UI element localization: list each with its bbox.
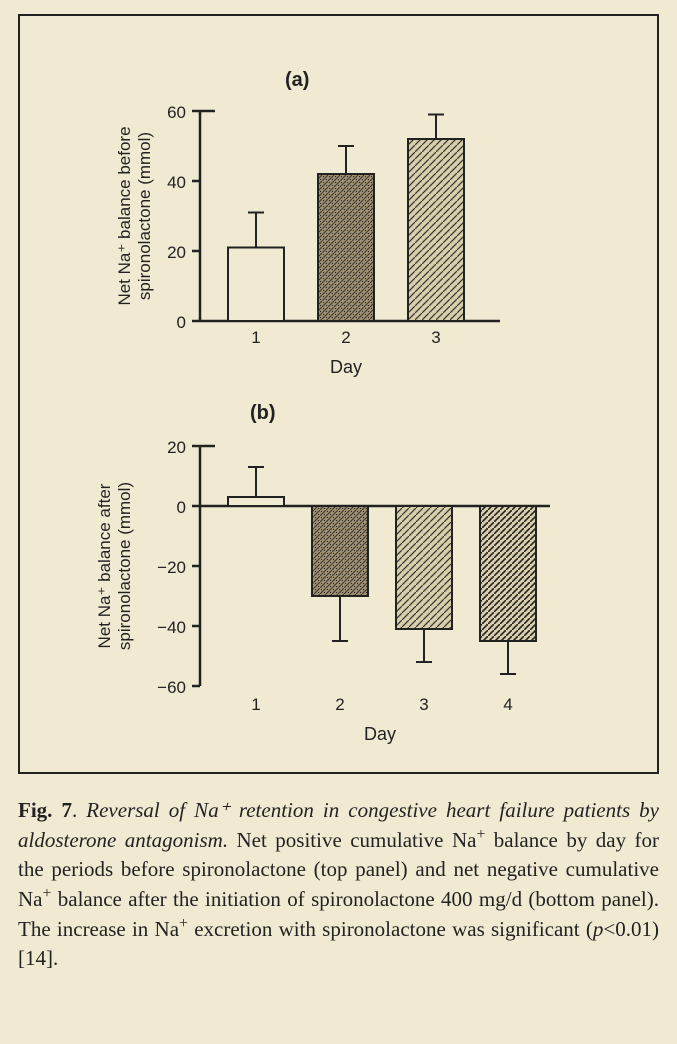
panel-b: (b) 20 0 −20 −40 −60	[80, 396, 640, 756]
bar-b-1	[228, 497, 284, 506]
bar-a-1	[228, 248, 284, 322]
xtick-a-1: 1	[251, 328, 260, 347]
bar-b-3	[396, 506, 452, 629]
ytick-a-20: 20	[167, 243, 186, 262]
bar-b-2	[312, 506, 368, 596]
ytick-a-40: 40	[167, 173, 186, 192]
ylabel-b-2: spironolactone (mmol)	[115, 482, 134, 650]
bar-b-4	[480, 506, 536, 641]
ytick-b-n60: −60	[157, 678, 186, 697]
xtick-b-3: 3	[419, 695, 428, 714]
ytick-b-0: 0	[177, 498, 186, 517]
ylabel-a-1: Net Na⁺ balance before	[115, 126, 134, 305]
ytick-a-60: 60	[167, 103, 186, 122]
panel-b-label: (b)	[250, 402, 276, 424]
bar-a-3	[408, 139, 464, 321]
ytick-a-0: 0	[177, 313, 186, 332]
ylabel-a-2: spironolactone (mmol)	[135, 132, 154, 300]
bar-a-2	[318, 174, 374, 321]
ylabel-b-1: Net Na⁺ balance after	[95, 483, 114, 648]
ytick-b-n20: −20	[157, 558, 186, 577]
xtick-a-2: 2	[341, 328, 350, 347]
panel-a: (a) 0 20 40 60	[100, 61, 620, 391]
xlabel-a: Day	[330, 357, 362, 377]
fig-number: Fig. 7	[18, 798, 72, 822]
xtick-b-4: 4	[503, 695, 512, 714]
figure-frame: (a) 0 20 40 60	[18, 14, 659, 774]
ytick-b-n40: −40	[157, 618, 186, 637]
xlabel-b: Day	[364, 724, 396, 744]
xtick-b-1: 1	[251, 695, 260, 714]
ytick-b-20: 20	[167, 438, 186, 457]
figure-caption: Fig. 7. Reversal of Na⁺ retention in con…	[18, 796, 659, 972]
xtick-a-3: 3	[431, 328, 440, 347]
panel-a-label: (a)	[285, 69, 309, 91]
xtick-b-2: 2	[335, 695, 344, 714]
